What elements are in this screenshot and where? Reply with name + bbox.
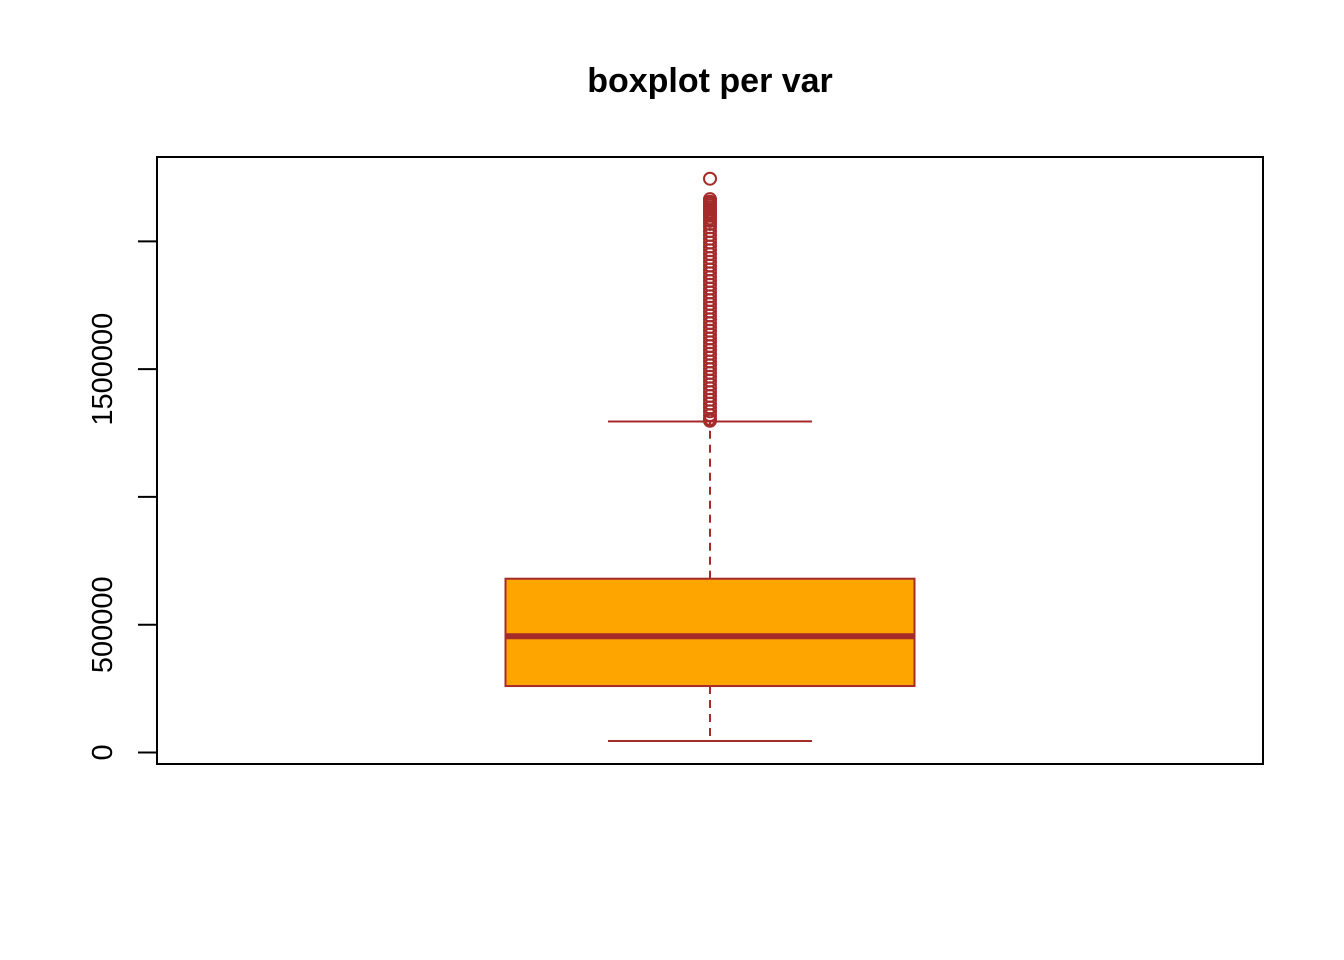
outlier-point [703, 404, 717, 419]
y-tick-label: 1500000 [87, 313, 119, 426]
outlier-point [703, 413, 717, 428]
y-axis: 0 500000 1500000 [87, 240, 158, 761]
outlier-point [703, 171, 717, 186]
y-tick-label: 0 [87, 744, 119, 760]
chart-title: boxplot per var [587, 62, 833, 100]
box-iqr [504, 577, 916, 688]
y-tick-label: 500000 [87, 576, 119, 673]
box-group [504, 171, 916, 742]
outlier-point [703, 408, 717, 423]
